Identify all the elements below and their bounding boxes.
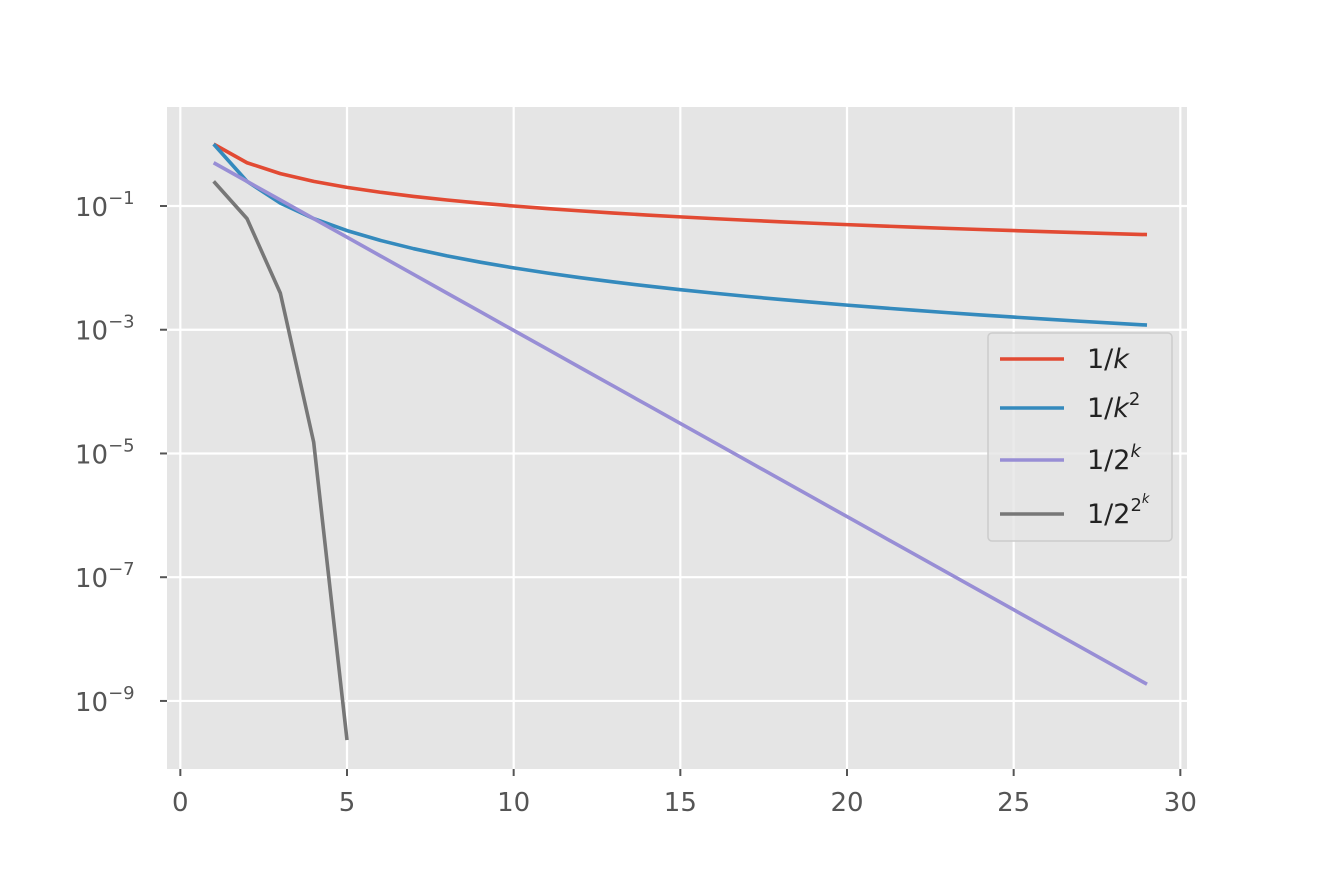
series-line-inv-2-2k xyxy=(212,180,349,741)
y-tick-label: 10−7 xyxy=(75,559,135,594)
y-tick-label: 10−3 xyxy=(75,312,135,347)
x-tick-label: 20 xyxy=(830,788,863,818)
series-line-inv-k2 xyxy=(212,142,1148,327)
legend-box xyxy=(987,332,1173,542)
axes: 0 5 10 15 20 25 30 10−1 10−3 10−5 10−7 10−9 xyxy=(75,188,1197,818)
legend-label-inv-k: 1/k xyxy=(1087,344,1130,375)
x-tick-label: 25 xyxy=(997,788,1030,818)
y-tick-label: 10−5 xyxy=(75,435,135,470)
series-line-inv-2k xyxy=(212,161,1148,686)
x-tick-label: 30 xyxy=(1164,788,1197,818)
x-tick-label: 0 xyxy=(172,788,189,818)
y-tick-label: 10−1 xyxy=(75,188,135,223)
legend-label-inv-k2: 1/k2 xyxy=(1087,389,1140,424)
series-line-inv-k xyxy=(212,142,1148,237)
x-tick-label: 5 xyxy=(339,788,356,818)
y-tick-label: 10−9 xyxy=(75,683,135,718)
legend-label-inv-2-2k: 1/22k xyxy=(1087,492,1150,530)
legend: 1/k 1/k2 1/2k 1/22k xyxy=(987,332,1173,542)
x-tick-label: 10 xyxy=(497,788,530,818)
legend-label-inv-2k: 1/2k xyxy=(1087,441,1142,476)
series-lines xyxy=(212,142,1148,741)
x-tick-label: 15 xyxy=(664,788,697,818)
